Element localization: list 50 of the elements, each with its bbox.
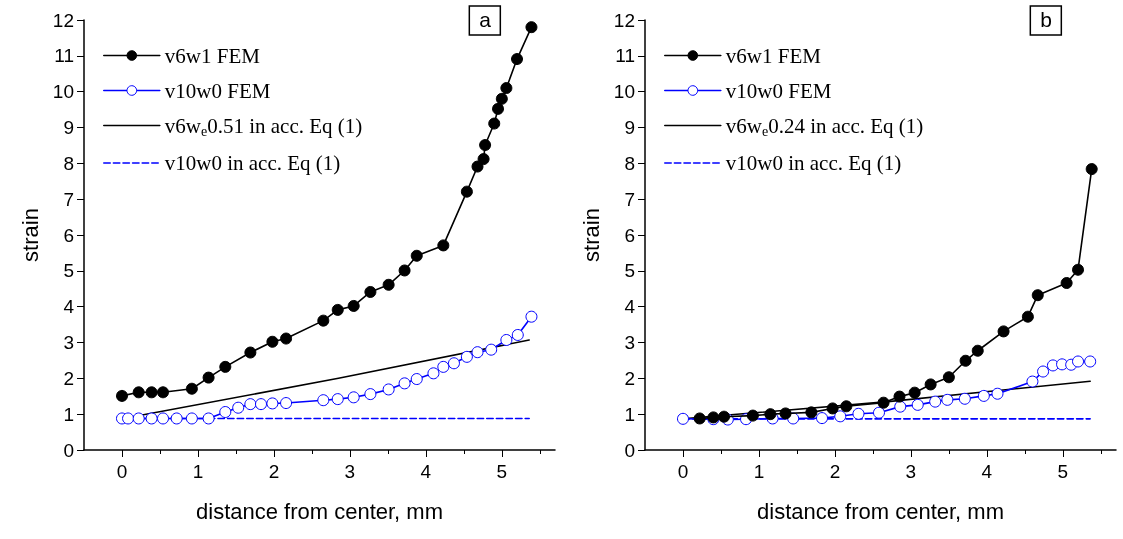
x-tick-label: 1	[192, 461, 204, 482]
x-tick-label: 3	[905, 461, 917, 482]
y-tick-label: 2	[624, 367, 635, 389]
y-tick-label: 7	[624, 188, 635, 210]
x-tick-label: 2	[268, 461, 280, 482]
x-tick-label: 5	[1057, 461, 1069, 482]
x-tick-label: 0	[677, 461, 689, 482]
annotation: a	[479, 8, 492, 31]
legend-label: v6w1 FEM	[164, 43, 261, 68]
y-tick-label: 9	[63, 117, 74, 138]
y-tick-label: 0	[63, 439, 74, 461]
x-tick-label: 1	[753, 461, 765, 482]
y-tick-label: 9	[624, 117, 635, 138]
y-tick-label: 6	[63, 224, 74, 246]
x-axis-title: distance from center, mm	[196, 498, 443, 524]
y-tick-label: 1	[63, 403, 74, 425]
y-tick-label: 1	[624, 403, 635, 425]
y-axis-title: strain	[18, 208, 44, 262]
y-tick-label: 12	[613, 9, 635, 31]
y-tick-label: 10	[52, 81, 74, 103]
legend-label: v10w0 FEM	[164, 78, 271, 103]
y-tick-label: 5	[624, 260, 635, 282]
y-tick-label: 4	[624, 296, 636, 318]
y-tick-label: 3	[63, 332, 74, 353]
x-tick-label: 4	[981, 461, 993, 482]
legend-label: v6w1 FEM	[725, 43, 822, 68]
y-tick-label: 2	[63, 367, 74, 389]
legend-label: v10w0 in acc. Eq (1)	[164, 151, 341, 175]
y-tick-label: 11	[54, 45, 74, 67]
y-tick-label: 4	[63, 296, 75, 318]
legend-label: v10w0 in acc. Eq (1)	[725, 151, 902, 175]
x-tick-label: 4	[420, 461, 432, 482]
x-tick-label: 2	[829, 461, 841, 482]
y-tick-label: 11	[615, 45, 635, 67]
x-tick-label: 0	[116, 461, 128, 482]
x-axis-title: distance from center, mm	[757, 498, 1004, 524]
y-tick-label: 8	[63, 152, 74, 174]
y-axis-title: strain	[579, 208, 605, 262]
y-tick-label: 8	[624, 152, 635, 174]
x-tick-label: 5	[496, 461, 508, 482]
y-tick-label: 6	[624, 224, 635, 246]
y-tick-label: 5	[63, 260, 74, 282]
y-tick-label: 3	[624, 332, 635, 353]
y-tick-label: 12	[52, 9, 74, 31]
y-tick-label: 10	[613, 81, 635, 103]
legend-label: v10w0 FEM	[725, 78, 832, 103]
annotation: b	[1040, 8, 1053, 31]
x-tick-label: 3	[344, 461, 356, 482]
y-tick-label: 7	[63, 188, 74, 210]
y-tick-label: 0	[624, 439, 635, 461]
